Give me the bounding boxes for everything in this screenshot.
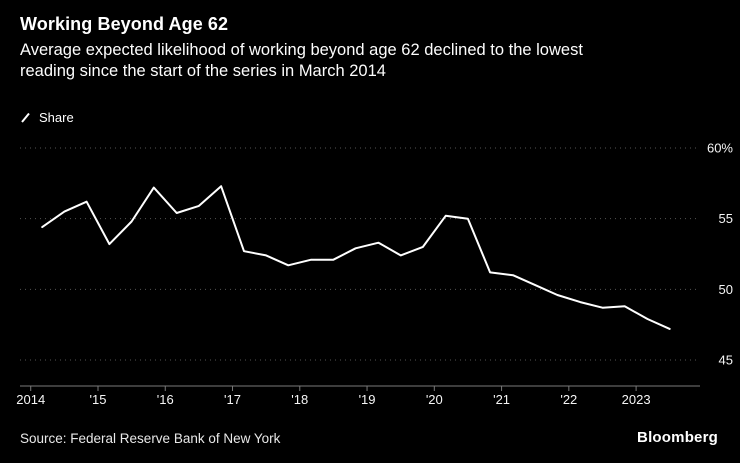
x-tick-label: '21 [493, 392, 510, 407]
chart-header: Working Beyond Age 62 Average expected l… [20, 14, 726, 82]
legend-label: Share [39, 110, 74, 125]
chart-legend: Share [20, 110, 74, 125]
line-chart: 60% 55 50 45 2014 '15 '16 '17 '18 '19 '20 '21 '22 202… [16, 141, 733, 408]
chart-title: Working Beyond Age 62 [20, 14, 229, 34]
x-tick-label: '15 [90, 392, 107, 407]
x-tick-label: '19 [359, 392, 376, 407]
y-tick-label: 60% [707, 141, 733, 156]
source-note: Source: Federal Reserve Bank of New York [20, 431, 281, 446]
chart-subtitle: Average expected likelihood of working b… [20, 40, 726, 82]
y-tick-label: 55 [719, 211, 733, 226]
x-tick-label: '17 [224, 392, 241, 407]
x-tick-label: 2023 [622, 392, 651, 407]
y-tick-label: 45 [719, 353, 733, 368]
x-tick-label: 2014 [16, 392, 45, 407]
chart-subtitle-line2: reading since the start of the series in… [20, 61, 386, 80]
x-tick-label: '20 [426, 392, 443, 407]
share-data-line [41, 185, 671, 330]
line-series-icon [20, 112, 32, 124]
chart-subtitle-line1: Average expected likelihood of working b… [20, 40, 583, 59]
y-tick-label: 50 [719, 282, 733, 297]
x-tick-label: '22 [560, 392, 577, 407]
x-tick-label: '16 [157, 392, 174, 407]
x-tick-label: '18 [291, 392, 308, 407]
bloomberg-logo: Bloomberg [637, 429, 718, 446]
